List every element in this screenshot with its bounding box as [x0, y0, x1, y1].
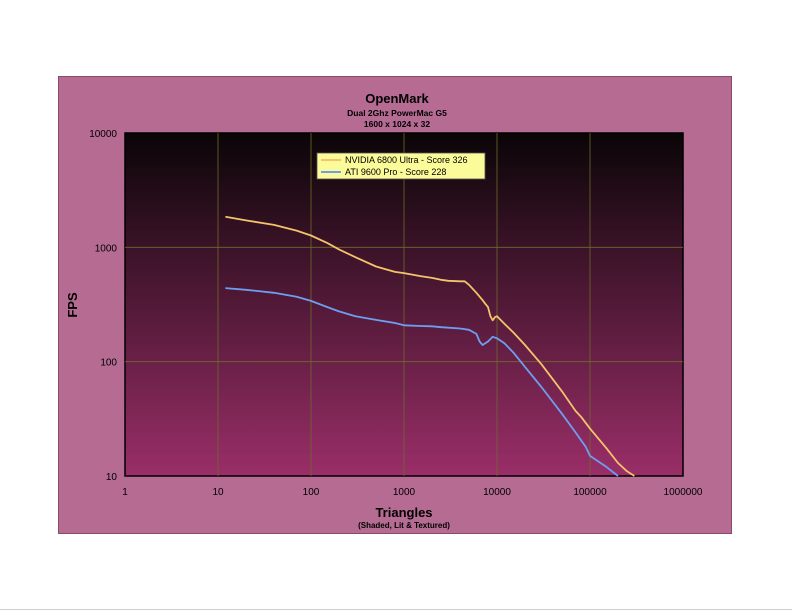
x-axis-sublabel: (Shaded, Lit & Textured)	[358, 521, 450, 530]
y-axis-label: FPS	[65, 292, 80, 318]
legend-label-nvidia: NVIDIA 6800 Ultra - Score 326	[345, 155, 468, 165]
x-tick-label: 1	[122, 487, 128, 498]
x-tick-label: 1000000	[664, 487, 703, 498]
legend-label-ati: ATI 9600 Pro - Score 228	[345, 167, 446, 177]
x-axis-label: Triangles	[375, 505, 432, 520]
series-line-nvidia	[225, 215, 635, 477]
x-tick-label: 100	[303, 487, 320, 498]
series-line-ati	[225, 287, 619, 477]
legend: NVIDIA 6800 Ultra - Score 326 ATI 9600 P…	[316, 152, 486, 180]
chart-svg: OpenMark Dual 2Ghz PowerMac G5 1600 x 10…	[65, 91, 703, 530]
chart-subtitle-line-2: 1600 x 1024 x 32	[364, 119, 430, 129]
y-tick-label: 10000	[89, 129, 117, 140]
grid-lines	[125, 133, 683, 476]
legend-box	[316, 152, 486, 180]
chart-subtitle-line-1: Dual 2Ghz PowerMac G5	[347, 108, 447, 118]
chart-panel: OpenMark Dual 2Ghz PowerMac G5 1600 x 10…	[58, 76, 732, 534]
page-bottom-rule	[0, 609, 792, 610]
y-tick-label: 10	[106, 472, 118, 483]
series-lines	[225, 215, 635, 477]
x-tick-label: 10000	[483, 487, 511, 498]
x-tick-label: 1000	[393, 487, 416, 498]
chart-title: OpenMark	[365, 91, 429, 106]
y-tick-label: 100	[100, 358, 117, 369]
y-tick-label: 1000	[95, 243, 118, 254]
tick-labels: 1 10 100 1000 10000 100000 1000000 10000 1000 100…	[89, 129, 703, 498]
x-tick-label: 10	[212, 487, 224, 498]
x-tick-label: 100000	[573, 487, 607, 498]
